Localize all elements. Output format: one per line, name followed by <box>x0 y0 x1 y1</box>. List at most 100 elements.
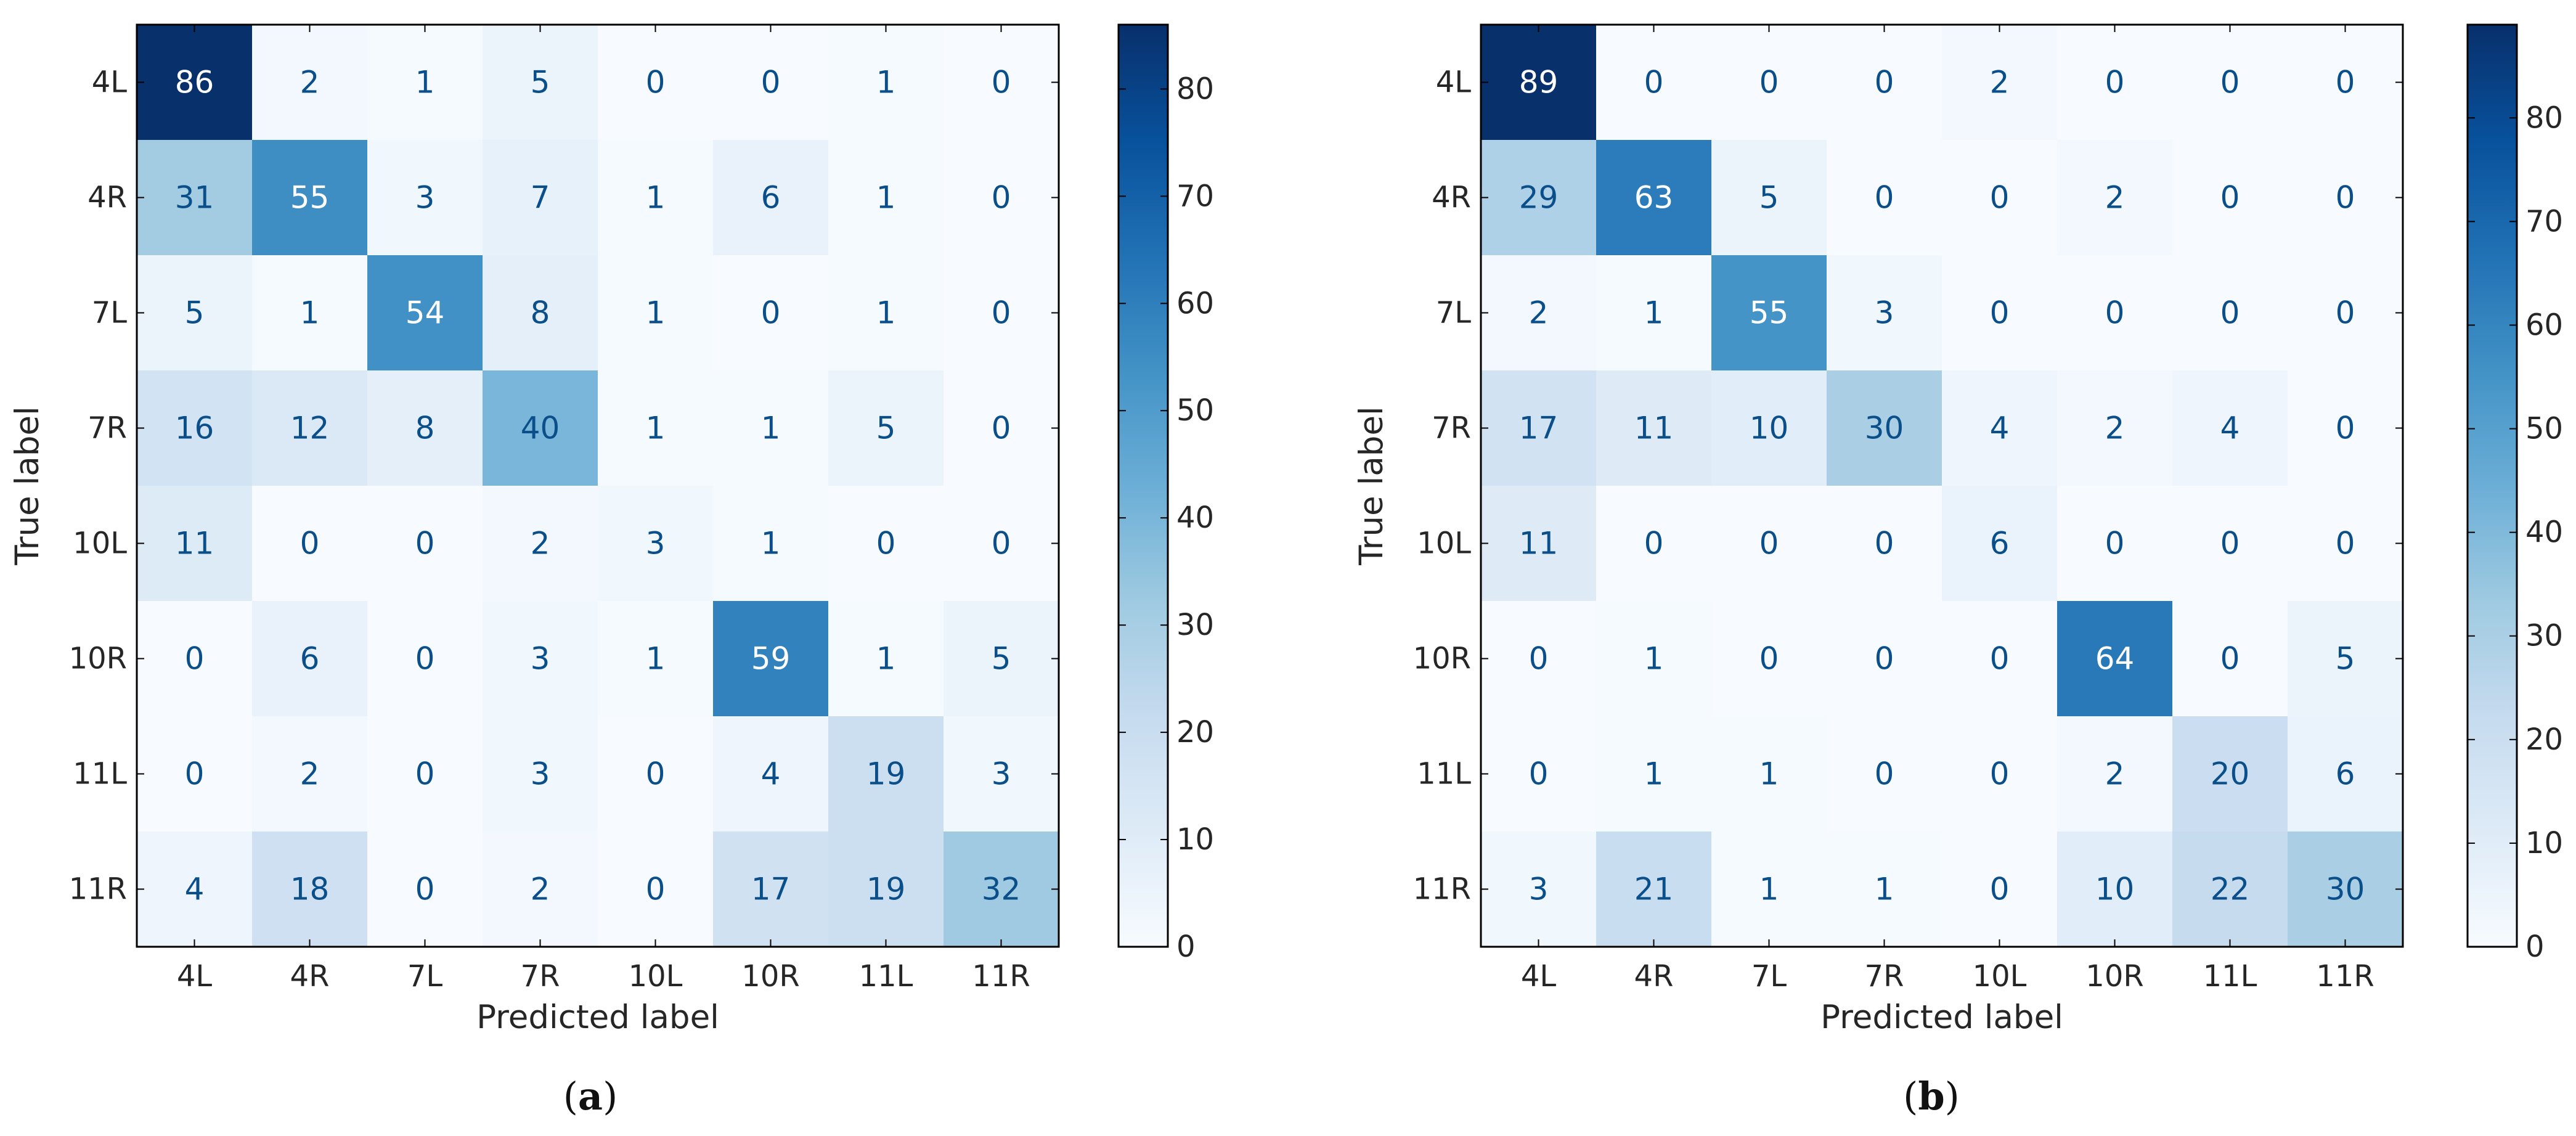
heatmap-cell <box>598 716 714 832</box>
y-tick-label: 4L <box>92 65 128 100</box>
x-tick-label: 11L <box>2203 959 2257 994</box>
cell-value: 0 <box>1759 641 1779 677</box>
y-tick-label: 7L <box>92 296 128 330</box>
cell-value: 0 <box>1875 756 1894 792</box>
cell-value: 4 <box>185 872 205 907</box>
heatmap-cell <box>598 601 714 717</box>
heatmap-cell <box>2172 255 2288 371</box>
confusion-matrix-b: 89 0 0 0 2 0 0 029 63 5 0 0 2 0 02 1 55 3 0 0 0 017 11 10 30 4 2 4 0… <box>1353 23 2563 1119</box>
cell-value: 0 <box>1990 872 2010 907</box>
colorbar-tick-label: 30 <box>2525 619 2563 653</box>
cell-value: 64 <box>2095 641 2135 677</box>
heatmap-cell <box>944 25 1059 141</box>
heatmap-cell <box>2288 486 2403 602</box>
heatmap-cell <box>1596 832 1712 947</box>
cell-value: 1 <box>1644 641 1664 677</box>
panel-caption: (b) <box>1903 1074 1960 1119</box>
heatmap-cell <box>137 370 253 486</box>
colorbar-tick-label: 80 <box>2525 100 2563 135</box>
x-tick-label: 4L <box>1521 959 1557 994</box>
heatmap-cell <box>2172 370 2288 486</box>
heatmap-cell <box>483 370 598 486</box>
cell-value: 30 <box>1865 411 1904 446</box>
cell-value: 0 <box>1990 641 2010 677</box>
heatmap-cell <box>1942 140 2058 256</box>
heatmap-cell <box>2288 255 2403 371</box>
y-tick-label: 7L <box>1436 296 1472 330</box>
plot-frame <box>136 23 1060 948</box>
cell-value: 2 <box>531 872 550 907</box>
heatmap-cell <box>1481 370 1597 486</box>
heatmap-cell <box>2057 716 2173 832</box>
y-tick-label: 4R <box>1432 181 1471 215</box>
heatmap-cell <box>367 25 483 141</box>
heatmap-cell <box>598 486 714 602</box>
y-tick-label: 7R <box>88 411 127 446</box>
heatmap-cell <box>828 255 944 371</box>
colorbar-tick-label: 0 <box>2525 930 2545 964</box>
y-axis-title: True label <box>9 406 46 566</box>
cell-value: 1 <box>646 180 666 216</box>
heatmap-cell <box>1596 370 1712 486</box>
heatmap-cell <box>944 601 1059 717</box>
cell-value: 3 <box>531 756 550 792</box>
cell-value: 32 <box>982 872 1021 907</box>
heatmap-cell <box>252 486 368 602</box>
cell-value: 54 <box>406 295 445 331</box>
cell-value: 16 <box>175 411 214 446</box>
cell-value: 1 <box>876 641 896 677</box>
heatmap-cell <box>1711 25 1827 141</box>
cell-value: 0 <box>1875 641 1894 677</box>
cell-value: 0 <box>761 295 781 331</box>
colorbar-tick-label: 30 <box>1176 608 1214 642</box>
colorbar-tick-label: 20 <box>2525 722 2563 757</box>
heatmap-cell <box>2057 601 2173 717</box>
heatmap-cell <box>2288 25 2403 141</box>
cell-value: 7 <box>531 180 550 216</box>
heatmap-cell <box>1942 601 2058 717</box>
heatmap-cell <box>137 255 253 371</box>
heatmap-cell <box>367 486 483 602</box>
cell-value: 1 <box>646 295 666 331</box>
cell-value: 20 <box>2211 756 2250 792</box>
heatmap-cell <box>598 255 714 371</box>
x-tick-label: 7R <box>521 959 560 994</box>
cell-value: 22 <box>2211 872 2250 907</box>
cell-value: 2 <box>300 756 320 792</box>
heatmap-cell <box>252 255 368 371</box>
colorbar-tick-label: 10 <box>2525 826 2563 860</box>
cell-value: 0 <box>415 526 435 562</box>
cell-value: 1 <box>761 411 781 446</box>
cell-value: 17 <box>751 872 791 907</box>
cell-value: 55 <box>290 180 330 216</box>
heatmap-cell <box>1827 601 1942 717</box>
cell-value: 6 <box>1990 526 2010 562</box>
cell-value: 1 <box>300 295 320 331</box>
cell-value: 0 <box>2220 295 2240 331</box>
x-tick-label: 11R <box>2316 959 2374 994</box>
cell-value: 86 <box>175 65 214 100</box>
heatmap-cell <box>1827 486 1942 602</box>
colorbar-tick-label: 70 <box>1176 179 1214 213</box>
heatmap-cell <box>367 140 483 256</box>
heatmap-cell <box>828 25 944 141</box>
heatmap-cell <box>1596 255 1712 371</box>
cell-value: 1 <box>1644 295 1664 331</box>
heatmap-cell <box>483 601 598 717</box>
heatmap-cell <box>483 255 598 371</box>
cell-value: 1 <box>1759 872 1779 907</box>
heatmap-cell <box>713 716 829 832</box>
x-tick-label: 10L <box>629 959 683 994</box>
heatmap-cell <box>1827 25 1942 141</box>
cell-value: 55 <box>1750 295 1789 331</box>
heatmap-cell <box>1827 370 1942 486</box>
heatmap-cell <box>1481 255 1597 371</box>
heatmap-cell <box>1711 716 1827 832</box>
cell-value: 10 <box>2095 872 2135 907</box>
heatmap-cell <box>1711 370 1827 486</box>
colorbar-tick-label: 60 <box>1176 286 1214 321</box>
cell-value: 3 <box>1529 872 1549 907</box>
cell-value: 0 <box>1990 756 2010 792</box>
cell-value: 0 <box>2336 526 2355 562</box>
heatmap-cell <box>1711 832 1827 947</box>
